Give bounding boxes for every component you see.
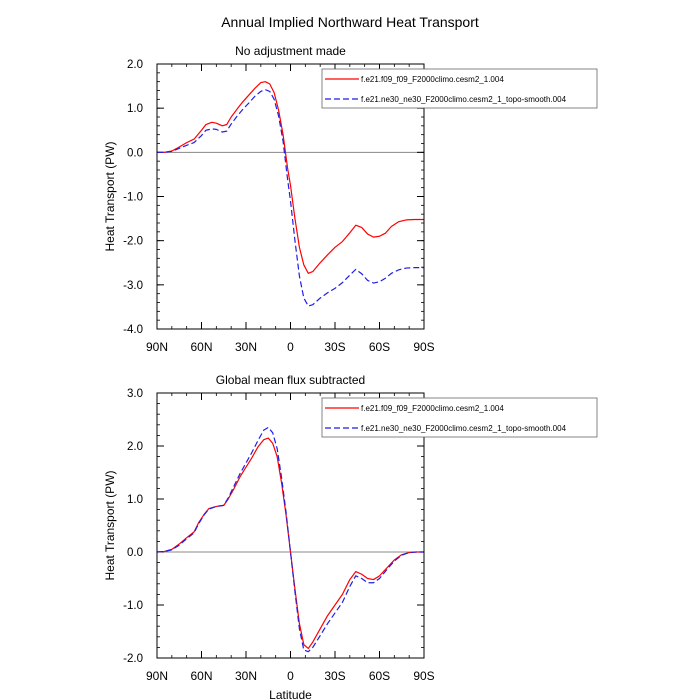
panel-title: No adjustment made xyxy=(235,44,346,58)
y-tick-label: -3.0 xyxy=(123,280,143,292)
x-tick-label: 90S xyxy=(413,669,434,683)
series-line-1 xyxy=(156,437,424,650)
figure-title: Annual Implied Northward Heat Transport xyxy=(221,14,479,30)
x-axis-label: Latitude xyxy=(269,688,312,700)
x-tick-label: 90S xyxy=(413,340,434,354)
x-tick-label: 0 xyxy=(287,669,294,683)
y-tick-label: 2.0 xyxy=(127,59,143,71)
panel-no-adjustment: No adjustment made 90N 60N 30N 0 30S 60S 90S -4.… xyxy=(103,44,598,354)
series-line-2 xyxy=(156,426,424,653)
legend-entry-1: f.e21.f09_f09_F2000climo.cesm2_1.004 xyxy=(361,404,504,413)
series-line-2 xyxy=(157,89,424,307)
x-tick-label: 60N xyxy=(190,669,212,683)
plot-frame xyxy=(156,63,425,330)
y-tick-label: -1.0 xyxy=(123,600,143,612)
panel-title: Global mean flux subtracted xyxy=(216,373,365,387)
legend-entry-2: f.e21.ne30_ne30_F2000climo.cesm2_1_topo-… xyxy=(361,424,567,433)
series-line-1 xyxy=(157,81,424,274)
legend-box xyxy=(321,397,598,438)
x-tick-label: 30N xyxy=(235,340,257,354)
legend: f.e21.f09_f09_F2000climo.cesm2_1.004 f.e2… xyxy=(321,397,598,438)
y-tick-label: -2.0 xyxy=(123,236,143,248)
y-axis-label: Heat Transport (PW) xyxy=(103,141,117,251)
x-tick-label: 30N xyxy=(235,669,257,683)
y-tick-label: -2.0 xyxy=(123,653,143,665)
y-tick-label: -4.0 xyxy=(123,324,143,336)
y-tick-label: 2.0 xyxy=(127,441,143,453)
y-tick-label: 1.0 xyxy=(127,103,143,115)
legend-entry-1: f.e21.f09_f09_F2000climo.cesm2_1.004 xyxy=(361,75,504,84)
plot-frame xyxy=(156,392,425,659)
y-tick-label: -1.0 xyxy=(123,192,143,204)
legend-entry-2: f.e21.ne30_ne30_F2000climo.cesm2_1_topo-… xyxy=(361,95,567,104)
y-axis-label: Heat Transport (PW) xyxy=(103,470,117,580)
y-tick-label: 0.0 xyxy=(127,147,143,159)
y-tick-label: 3.0 xyxy=(127,388,143,400)
x-tick-label: 60N xyxy=(190,340,212,354)
panel-global-mean-subtracted: Global mean flux subtracted 90N 60N 30N 0 30S… xyxy=(103,373,598,700)
x-tick-label: 90N xyxy=(146,340,168,354)
x-tick-label: 30S xyxy=(324,669,345,683)
x-tick-label: 60S xyxy=(369,340,390,354)
y-tick-label: 0.0 xyxy=(127,547,143,559)
x-tick-label: 60S xyxy=(369,669,390,683)
legend-box xyxy=(321,68,598,109)
x-tick-label: 30S xyxy=(324,340,345,354)
y-tick-label: 1.0 xyxy=(127,494,143,506)
x-tick-label: 90N xyxy=(146,669,168,683)
legend: f.e21.f09_f09_F2000climo.cesm2_1.004 f.e2… xyxy=(321,68,598,109)
x-tick-label: 0 xyxy=(287,340,294,354)
